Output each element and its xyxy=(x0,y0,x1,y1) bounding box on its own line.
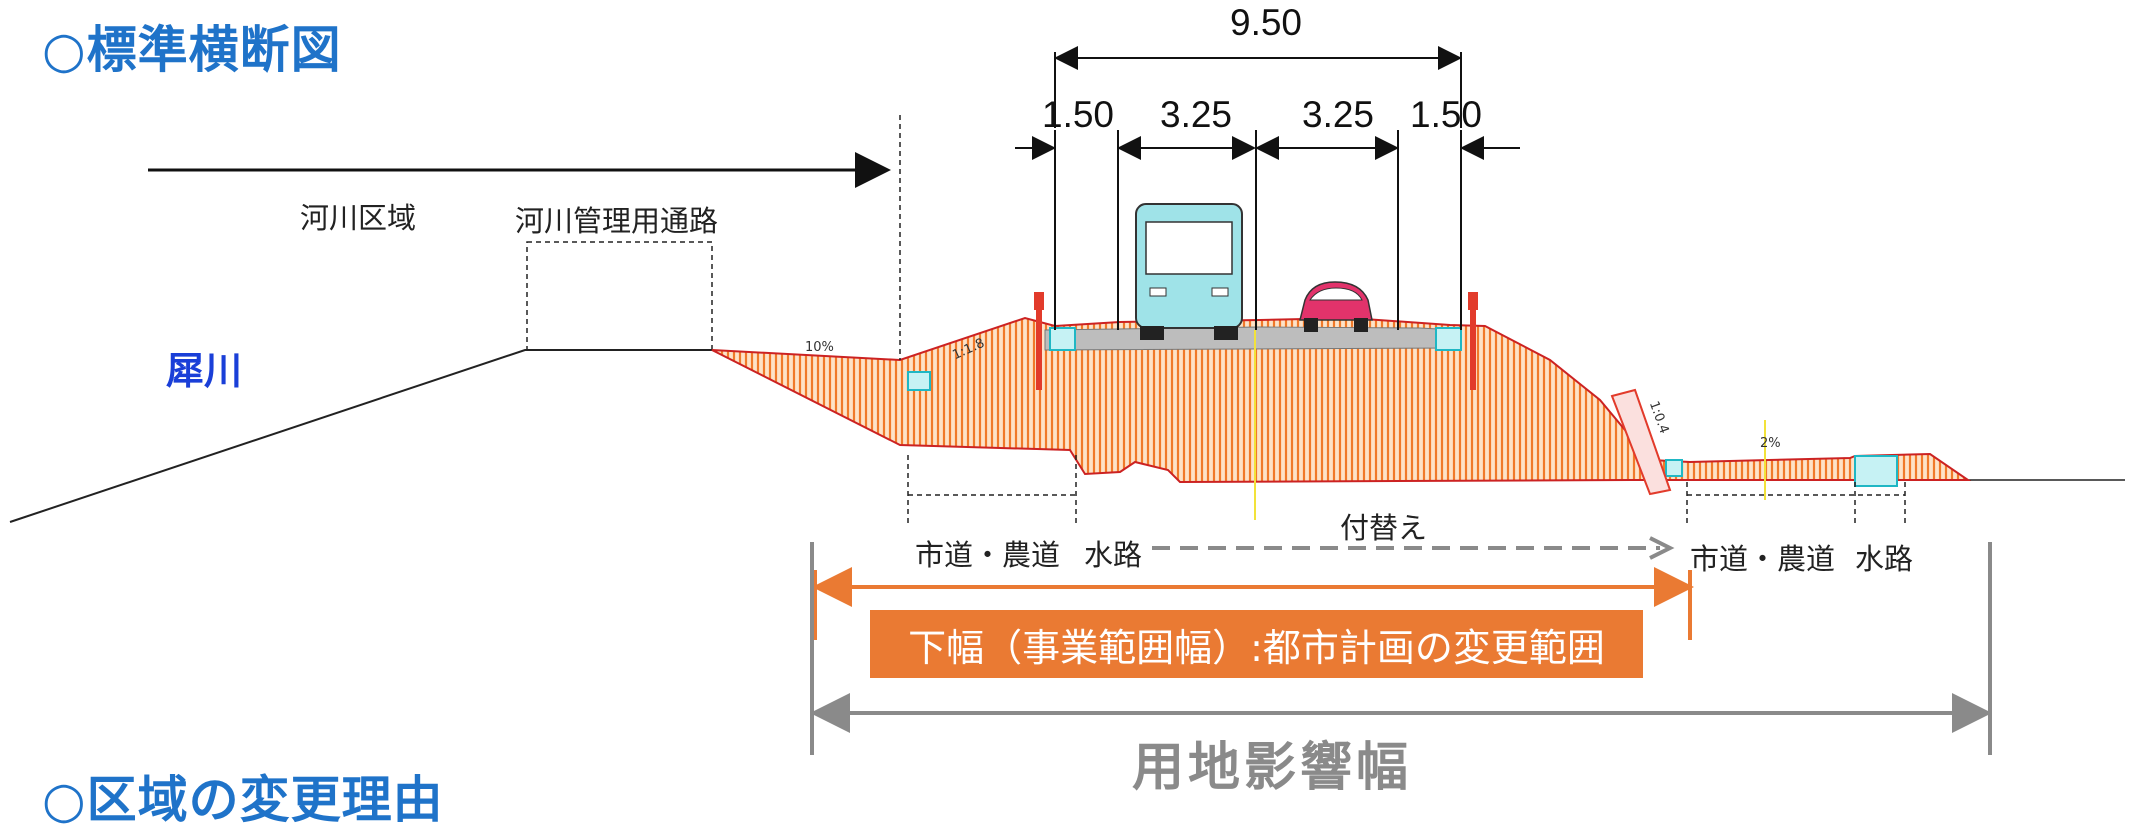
left-shoulder-label: 1.50 xyxy=(1042,94,1115,135)
gutters xyxy=(907,327,1898,487)
waterway-left-label: 水路 xyxy=(1084,538,1143,572)
city-farm-road-left-label: 市道・農道 xyxy=(915,538,1061,572)
boundary-lines xyxy=(899,115,1906,525)
levee-outline xyxy=(9,241,2125,523)
retaining-wall xyxy=(1610,388,1672,496)
cross-section-diagram xyxy=(9,46,2125,755)
city-farm-road-right-label: 市道・農道 xyxy=(1690,542,1836,576)
total-width-label: 9.50 xyxy=(1230,2,1303,43)
replacement-label: 付替え xyxy=(1340,511,1428,545)
dimension-lines xyxy=(1015,46,1520,330)
road-pavement xyxy=(1044,326,1456,351)
car-icon xyxy=(1299,281,1373,332)
land-impact-width-label: 用地影響幅 xyxy=(1132,738,1413,798)
waterway-right-label: 水路 xyxy=(1855,542,1914,576)
river-road-box xyxy=(526,241,713,351)
left-grade-label: 10% xyxy=(805,340,834,355)
right-lane-label: 3.25 xyxy=(1302,94,1375,135)
river-area-label: 河川区域 xyxy=(300,201,417,235)
river-road-label: 河川管理用通路 xyxy=(515,204,719,238)
river-name: 犀川 xyxy=(166,349,243,393)
guard-posts xyxy=(1034,292,1478,390)
page-title: ○標準横断図 xyxy=(42,21,342,79)
right-shoulder-label: 1.50 xyxy=(1410,94,1483,135)
project-scope-banner: 下幅（事業範囲幅）:都市計画の変更範囲 xyxy=(870,610,1643,678)
left-lane-label: 3.25 xyxy=(1160,94,1233,135)
right-grade-label: 2% xyxy=(1760,436,1781,451)
bus-icon xyxy=(1135,203,1243,340)
